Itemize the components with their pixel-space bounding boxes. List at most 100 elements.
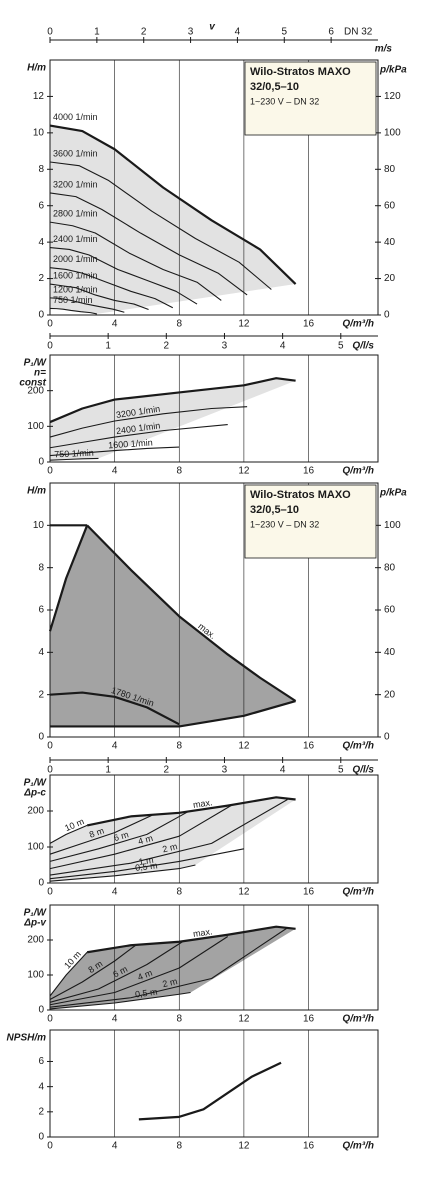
x-axis-label: Q/m³/h [342, 1014, 374, 1025]
x-tick-label: 12 [238, 319, 250, 330]
curve [50, 699, 296, 728]
curve [48, 524, 89, 632]
axis-label: v [209, 22, 216, 33]
y2-tick-label: 60 [384, 200, 396, 211]
curve [49, 283, 149, 311]
x-tick-label: 16 [303, 887, 315, 898]
curve-label-group: 6 m [112, 829, 129, 843]
x-tick-label: 4 [112, 1141, 118, 1152]
curve [49, 192, 248, 296]
curve-label: 750 1/min [54, 448, 94, 460]
y-tick-label: 4 [38, 647, 44, 658]
y-tick-label: 12 [33, 91, 45, 102]
curve-label: 1600 1/min [53, 270, 98, 280]
curve-label-group: 0,5 m [134, 987, 158, 1000]
curve-label-group: max. [192, 797, 213, 810]
curve [138, 1061, 282, 1121]
plot-frame [49, 904, 379, 1011]
curve [86, 796, 296, 827]
y-tick-label: 100 [27, 842, 44, 853]
plot-frame [49, 59, 379, 316]
x-tick-label: 8 [176, 466, 182, 477]
info-box [244, 61, 377, 136]
curve-label: 0,5 m [134, 987, 158, 1000]
x-axis-label: Q/m³/h [342, 887, 374, 898]
tick-label: 4 [235, 27, 241, 38]
y-tick-label: 10 [33, 127, 45, 138]
x-tick-label: 16 [303, 466, 315, 477]
y-tick-label: 100 [27, 970, 44, 981]
y-tick-label: 200 [27, 806, 44, 817]
info-text: 32/0,5–10 [250, 81, 299, 93]
curve [49, 941, 183, 1003]
shaded-area [50, 926, 296, 1009]
axis-label: Q/l/s [352, 765, 374, 776]
curve-label-group: 4 m [137, 833, 154, 847]
x-tick-label: 4 [112, 1014, 118, 1025]
tick-label: 5 [282, 27, 288, 38]
curve [49, 297, 125, 313]
curve-label: 6 m [112, 829, 129, 843]
y-tick-label: 4 [38, 1081, 44, 1092]
y-axis-label: H/m [27, 63, 46, 74]
x-tick-label: 16 [303, 1141, 315, 1152]
curve [49, 161, 272, 290]
tick-label: 5 [338, 765, 344, 776]
curve-label-group: 4 m [136, 968, 154, 983]
y2-tick-label: 80 [384, 562, 396, 573]
y-tick-label: 8 [38, 164, 44, 175]
curve-label: 4 m [137, 833, 154, 847]
curve [49, 377, 296, 424]
curve-label: max. [192, 797, 213, 810]
curve-label: 4 m [136, 968, 154, 983]
y2-tick-label: 60 [384, 605, 396, 616]
y-tick-label: 200 [27, 385, 44, 396]
x-tick-label: 4 [112, 741, 118, 752]
curve [49, 424, 228, 449]
y-axis-label: Δp-c [23, 788, 46, 799]
y-tick-label: 0 [38, 732, 44, 743]
curve [49, 446, 180, 457]
y-axis-label: P₁/W [24, 778, 48, 789]
tick-label: 3 [222, 341, 228, 352]
curve-label: max. [192, 926, 213, 939]
curve-label: 2400 1/min [53, 234, 98, 244]
curve-label: 1600 1/min [108, 437, 153, 450]
curve [49, 267, 174, 309]
x-tick-label: 4 [112, 319, 118, 330]
info-text: Wilo-Stratos MAXO [250, 489, 351, 501]
curve-label-group: 8 m [88, 826, 105, 840]
plot-frame [49, 354, 379, 463]
plot-frame [49, 482, 379, 738]
curve [49, 944, 136, 1000]
curve [49, 457, 99, 461]
x-tick-label: 0 [47, 887, 53, 898]
y-axis-label: P₁/W [24, 358, 48, 369]
info-text: Wilo-Stratos MAXO [250, 66, 351, 78]
tick-label: 2 [141, 27, 147, 38]
x-tick-label: 8 [176, 1014, 182, 1025]
y2-tick-label: 100 [384, 520, 401, 531]
y2-tick-label: 0 [384, 732, 390, 743]
x-axis-label: Q/m³/h [342, 319, 374, 330]
tick-label: 1 [105, 341, 111, 352]
x-tick-label: 8 [176, 1141, 182, 1152]
x-tick-label: 0 [47, 319, 53, 330]
curve-label: 2000 1/min [53, 254, 98, 264]
curve-label: 0,5 m [135, 860, 158, 872]
curve-label-group: max. [192, 926, 213, 939]
curve [49, 221, 222, 301]
plot-frame [49, 774, 379, 884]
curve [49, 691, 180, 726]
x-tick-label: 16 [303, 319, 315, 330]
tick-label: 4 [280, 341, 286, 352]
tick-label: 0 [47, 765, 53, 776]
info-text: 32/0,5–10 [250, 504, 299, 516]
y-tick-label: 6 [38, 200, 44, 211]
curve [49, 936, 229, 1006]
curve [49, 799, 288, 876]
axis-unit: m/s [375, 44, 393, 55]
y2-tick-label: 40 [384, 647, 396, 658]
tick-label: 1 [105, 765, 111, 776]
